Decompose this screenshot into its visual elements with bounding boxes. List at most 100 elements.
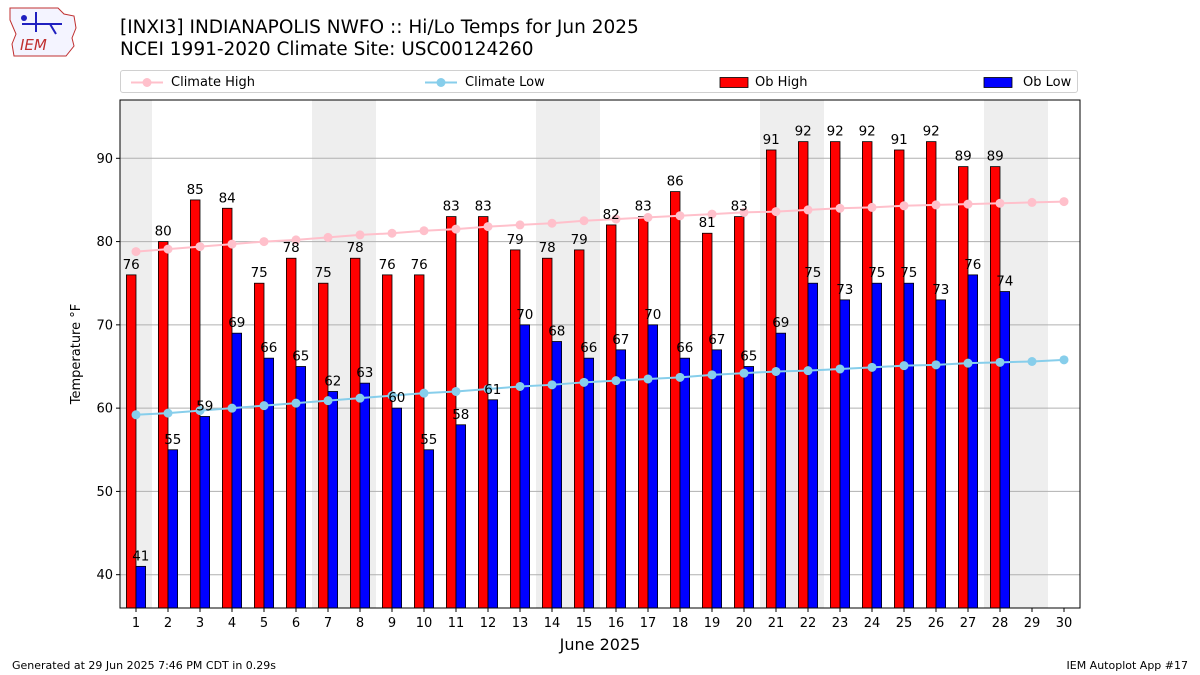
climate-high-point (899, 201, 909, 211)
ob-low-bar (455, 424, 467, 609)
climate-low-point (259, 401, 269, 411)
ob-low-value-label: 65 (292, 348, 309, 364)
ob-low-value-label: 68 (548, 324, 565, 340)
ob-high-bar (285, 257, 297, 609)
x-tick-label: 19 (704, 616, 721, 631)
ob-low-bar (487, 399, 499, 609)
ob-high-bar (317, 282, 329, 609)
chart-title: [INXI3] INDIANAPOLIS NWFO :: Hi/Lo Temps… (120, 17, 639, 38)
ob-low-value-label: 55 (164, 432, 181, 448)
ob-high-value-label: 83 (635, 199, 652, 215)
ob-low-value-label: 61 (484, 382, 501, 398)
climate-low-point (707, 370, 717, 380)
climate-low-point (579, 377, 589, 387)
climate-high-point (771, 207, 781, 217)
climate-high-point (547, 218, 557, 228)
ob-high-bar (926, 141, 937, 609)
ob-low-bar (871, 282, 883, 609)
ob-low-bar (999, 291, 1011, 609)
logo-text: IEM (20, 36, 47, 54)
ob-high-bar (477, 216, 489, 609)
ob-high-value-label: 84 (219, 190, 236, 206)
climate-low-point (803, 366, 813, 376)
climate-low-point (675, 372, 685, 382)
x-tick-label: 27 (960, 616, 977, 631)
climate-low-point (323, 396, 333, 406)
ob-low-value-label: 41 (132, 548, 149, 564)
x-tick-label: 28 (992, 616, 1009, 631)
ob-low-value-label: 55 (420, 432, 437, 448)
ob-high-value-label: 92 (923, 124, 940, 140)
ob-low-value-label: 75 (900, 265, 917, 281)
ob-low-value-label: 69 (772, 315, 789, 331)
ob-low-value-label: 66 (580, 340, 597, 356)
y-tick-label: 40 (96, 568, 113, 583)
ob-high-bar (349, 257, 361, 609)
ob-high-bar (542, 257, 553, 609)
ob-low-value-label: 66 (260, 340, 277, 356)
x-tick-label: 13 (512, 616, 529, 631)
ob-high-value-label: 75 (315, 265, 332, 281)
ob-high-value-label: 79 (571, 232, 588, 248)
ob-low-value-label: 59 (196, 398, 213, 414)
ob-high-bar (509, 249, 521, 609)
climate-low-point (1027, 356, 1037, 366)
y-tick-label: 60 (96, 402, 113, 417)
ob-high-value-label: 81 (699, 215, 716, 231)
x-tick-label: 4 (228, 616, 236, 631)
x-tick-label: 2 (164, 616, 172, 631)
y-tick-label: 80 (96, 235, 113, 250)
climate-high-point (387, 228, 397, 238)
ob-high-value-label: 83 (443, 199, 460, 215)
ob-low-bar (391, 407, 403, 609)
ob-low-value-label: 70 (516, 307, 533, 323)
ob-low-value-label: 75 (868, 265, 885, 281)
climate-high-point (707, 209, 717, 219)
legend-label-ob-high: Ob High (755, 75, 808, 90)
ob-high-value-label: 91 (763, 132, 780, 148)
x-tick-label: 10 (416, 616, 433, 631)
climate-low-point (931, 360, 941, 370)
x-tick-label: 18 (672, 616, 689, 631)
x-tick-label: 25 (896, 616, 913, 631)
ob-high-value-label: 83 (731, 199, 748, 215)
x-tick-label: 17 (640, 616, 657, 631)
climate-low-point (451, 386, 461, 396)
climate-high-point (1027, 197, 1037, 207)
legend-swatch-ob-low (983, 77, 1013, 88)
x-tick-label: 23 (832, 616, 849, 631)
ob-low-value-label: 67 (612, 332, 629, 348)
ob-low-bar (711, 349, 723, 609)
chart-legend: Climate High Climate Low Ob High Ob Low (120, 70, 1078, 93)
generated-timestamp: Generated at 29 Jun 2025 7:46 PM CDT in … (12, 659, 277, 672)
ob-high-value-label: 80 (155, 224, 172, 240)
climate-low-point (387, 391, 397, 401)
climate-low-point (643, 374, 653, 384)
climate-high-point (259, 237, 269, 247)
climate-high-point (419, 226, 429, 236)
ob-low-value-label: 75 (804, 265, 821, 281)
climate-high-point (803, 205, 813, 215)
ob-high-value-label: 78 (283, 240, 300, 256)
climate-low-point (355, 393, 365, 403)
ob-low-value-label: 69 (228, 315, 245, 331)
ob-high-value-label: 82 (603, 207, 620, 223)
x-tick-label: 15 (576, 616, 593, 631)
climate-low-point (131, 410, 141, 420)
ob-high-value-label: 78 (347, 240, 364, 256)
climate-low-point (611, 376, 621, 386)
x-tick-label: 14 (544, 616, 561, 631)
ob-low-value-label: 73 (836, 282, 853, 298)
ob-low-bar (967, 274, 979, 609)
ob-low-bar (519, 324, 531, 609)
climate-high-point (355, 230, 365, 240)
legend-swatch-climate-low (425, 78, 457, 87)
climate-low-point (291, 398, 301, 408)
ob-low-value-label: 73 (932, 282, 949, 298)
climate-high-point (163, 244, 173, 254)
weekend-shade (1016, 100, 1048, 608)
legend-swatch-climate-high (131, 78, 163, 87)
ob-high-bar (638, 216, 649, 609)
ob-low-bar (359, 382, 371, 609)
ob-low-bar (135, 565, 146, 609)
